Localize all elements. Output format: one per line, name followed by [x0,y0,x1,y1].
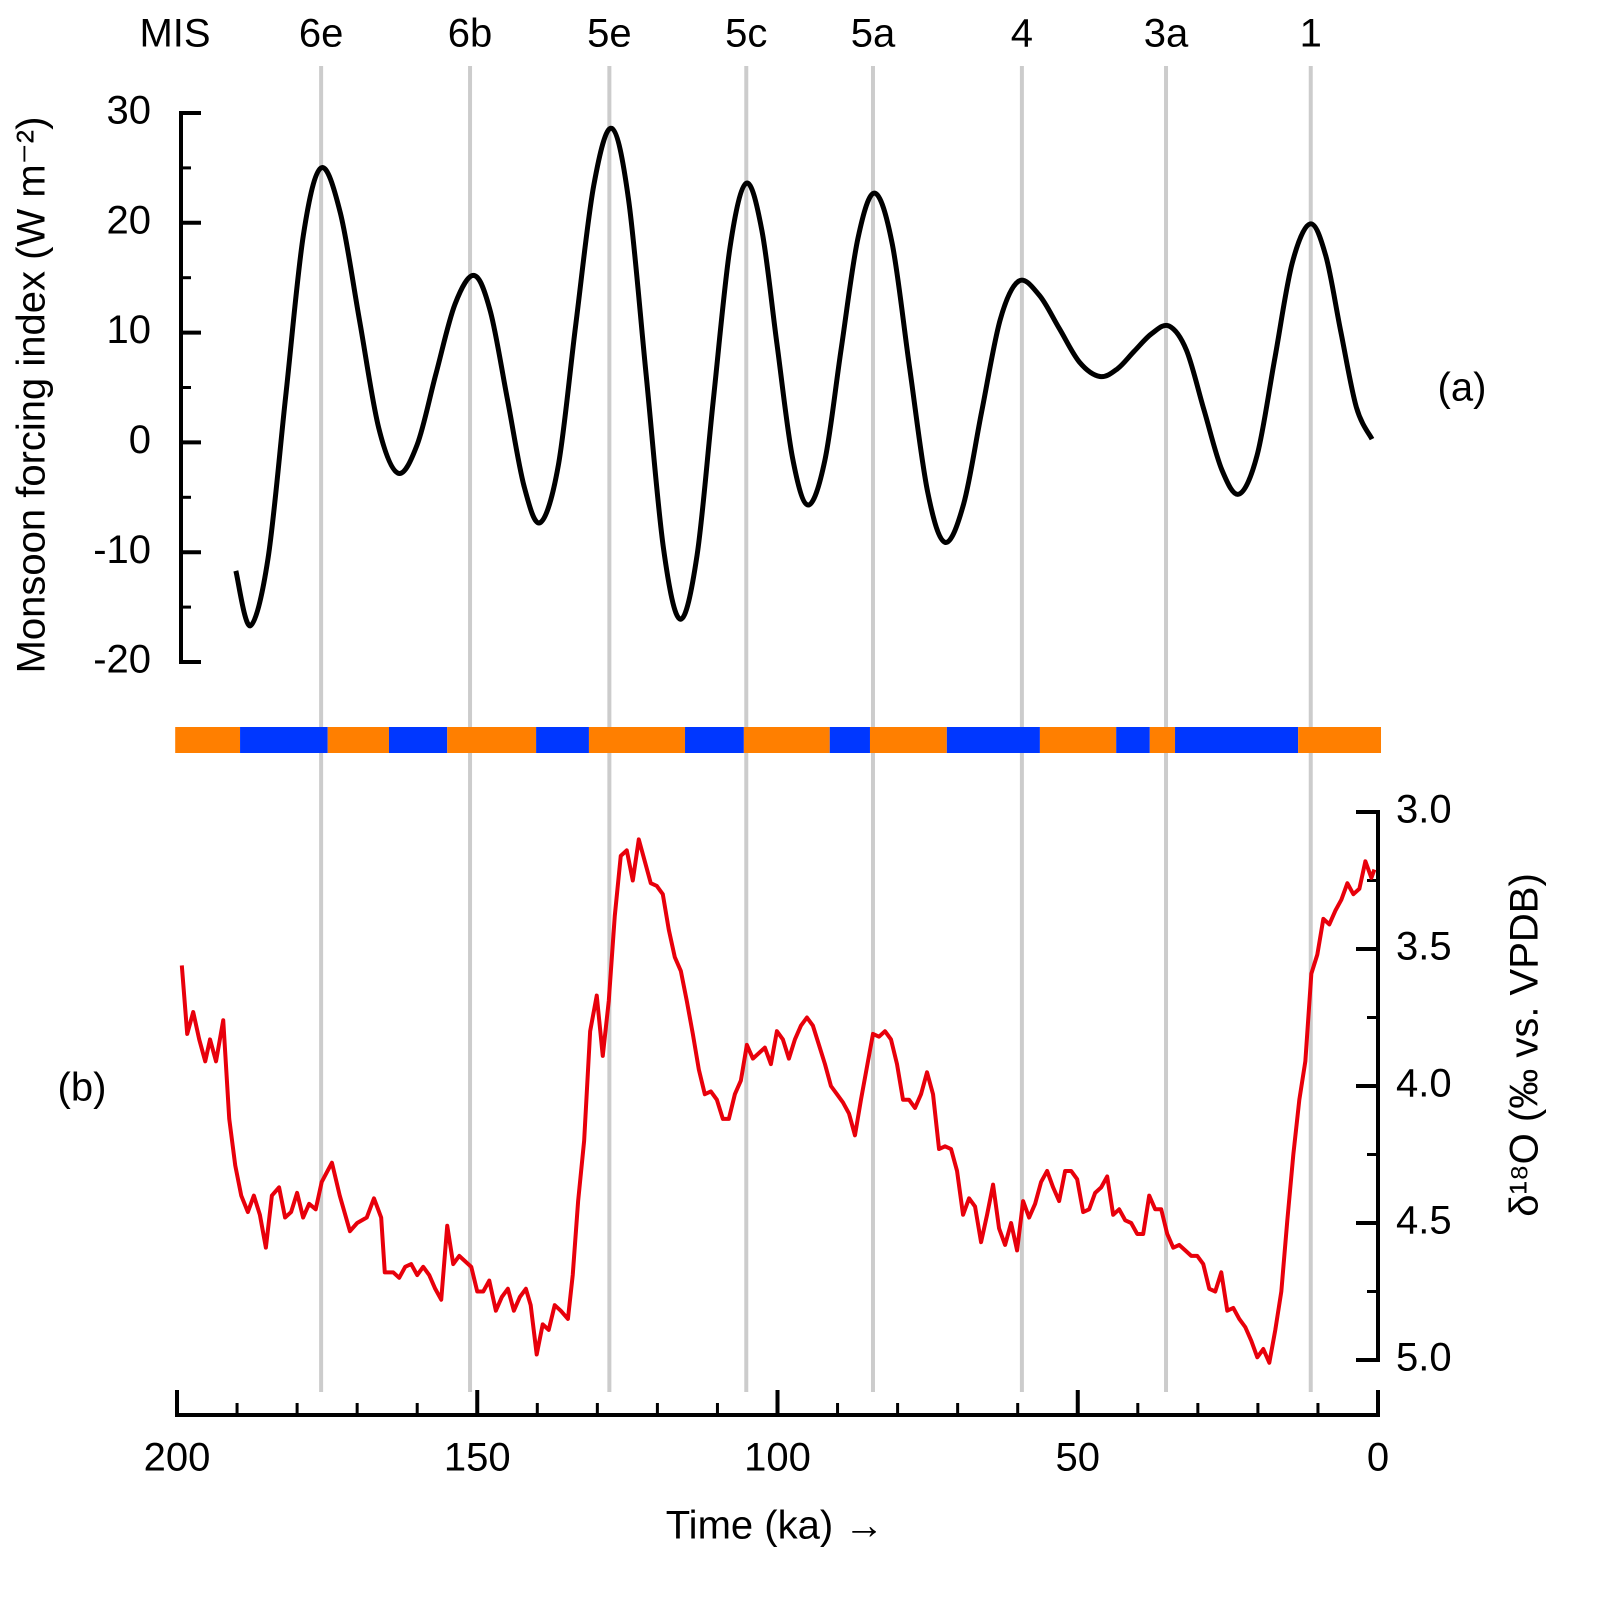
stage-band [327,727,389,753]
mis-stage-label: 6e [299,12,344,56]
mis-stage-label: 1 [1300,12,1322,56]
x-tick-label: 150 [444,1436,511,1480]
mis-stage-label: 3a [1144,12,1189,56]
data-line [233,125,1375,629]
y-tick-label: 30 [107,89,152,133]
mis-stage-label: 6b [448,12,493,56]
stage-band [1116,727,1150,753]
stage-band [869,727,947,753]
y-tick-label: 0 [129,418,151,462]
y-tick-label: 3.0 [1396,788,1452,832]
x-tick-label: 0 [1367,1436,1389,1480]
panel-label: (a) [1438,366,1487,410]
stage-band [240,727,328,753]
stage-band [388,727,448,753]
stage-band [1149,727,1176,753]
mis-stage-label: 4 [1011,12,1033,56]
panel-label: (b) [58,1066,107,1110]
stage-band [1298,727,1382,753]
x-tick-label: 50 [1056,1436,1101,1480]
x-tick-label: 100 [744,1436,811,1480]
stage-band [447,727,537,753]
mis-stage-label: 5e [587,12,632,56]
stage-band [175,727,241,753]
y-tick-label: -20 [93,638,151,682]
stage-band [536,727,589,753]
y-tick-label: -10 [93,528,151,572]
data-line [179,837,1377,1365]
y-axis-label: Monsoon forcing index (W m⁻²) [10,117,54,674]
stage-band [1039,727,1117,753]
stage-band [946,727,1040,753]
stage-band [743,727,830,753]
stage-band [1175,727,1299,753]
mis-stage-label: 5c [725,12,767,56]
y-tick-label: 4.0 [1396,1062,1452,1106]
stage-band [588,727,686,753]
y-tick-label: 5.0 [1396,1336,1452,1380]
mis-label: MIS [139,12,210,56]
y-axis-label: δ¹⁸O (‰ vs. VPDB) [1503,873,1547,1217]
stage-band [685,727,744,753]
y-tick-label: 4.5 [1396,1199,1452,1243]
y-tick-label: 3.5 [1396,925,1452,969]
stage-band [829,727,870,753]
y-tick-label: 20 [107,198,152,242]
x-axis-label: Time (ka) → [666,1504,885,1548]
x-tick-label: 200 [144,1436,211,1480]
mis-stage-label: 5a [851,12,896,56]
y-tick-label: 10 [107,308,152,352]
